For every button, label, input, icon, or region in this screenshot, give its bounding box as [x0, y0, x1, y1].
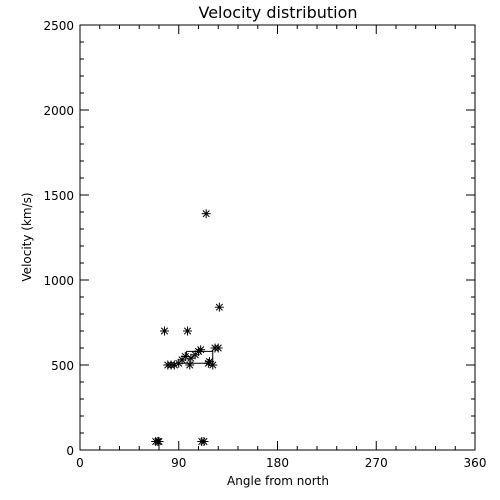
y-tick-label: 1000 [43, 274, 74, 288]
data-point [213, 343, 223, 353]
y-axis-label: Velocity (km/s) [20, 192, 34, 281]
data-point [196, 345, 206, 355]
data-point [201, 209, 211, 219]
data-point [208, 360, 218, 370]
data-point [214, 302, 224, 312]
data-points [151, 209, 224, 446]
x-tick-label: 360 [464, 456, 487, 470]
y-axis-ticks: 0 500 1000 1500 2000 2500 [43, 19, 475, 458]
y-tick-label: 2500 [43, 19, 74, 33]
data-point [154, 437, 164, 446]
data-point [183, 326, 193, 336]
y-tick-label: 1500 [43, 189, 74, 203]
y-tick-label: 500 [51, 359, 74, 373]
x-tick-label: 0 [76, 456, 84, 470]
x-axis-ticks: 0 90 180 270 360 [76, 25, 486, 470]
data-point [185, 360, 195, 370]
plot-frame [79, 24, 476, 451]
data-point [159, 326, 169, 336]
chart-title: Velocity distribution [198, 3, 357, 22]
y-tick-label: 0 [66, 444, 74, 458]
y-tick-label: 2000 [43, 104, 74, 118]
x-tick-label: 180 [266, 456, 289, 470]
data-point [199, 437, 209, 446]
x-tick-label: 90 [171, 456, 186, 470]
x-tick-label: 270 [365, 456, 388, 470]
x-axis-label: Angle from north [227, 474, 329, 488]
